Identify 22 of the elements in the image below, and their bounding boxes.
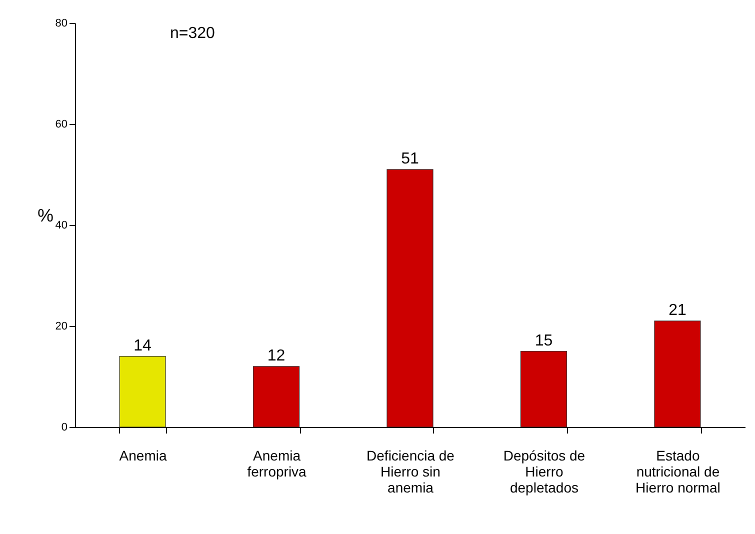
bar [520, 350, 568, 428]
bar [386, 169, 434, 428]
y-tick-label: 60 [55, 118, 68, 130]
y-axis-title: % [37, 206, 54, 226]
data-label: 15 [534, 332, 553, 350]
data-label: 51 [401, 150, 419, 168]
x-tick-label: Deficiencia de Hierro sin anemia [366, 448, 455, 496]
y-tick-label: 40 [55, 220, 68, 232]
x-tick-label: Estado nutricional de Hierro normal [636, 448, 720, 496]
x-tick-label: Anemia [119, 448, 167, 464]
y-tick-label: 0 [61, 422, 68, 434]
data-label: 14 [134, 337, 152, 354]
x-tick-label: Anemia ferropriva [247, 448, 307, 480]
annotation: n=320 [170, 25, 216, 42]
data-label: 12 [267, 347, 286, 364]
y-tick-label: 20 [55, 320, 68, 332]
bar [252, 366, 300, 428]
bar [654, 320, 701, 428]
y-tick-label: 80 [55, 18, 68, 30]
x-tick-label: Depósitos de Hierro depletados [503, 448, 586, 496]
data-label: 21 [668, 302, 686, 319]
bar [119, 356, 166, 428]
